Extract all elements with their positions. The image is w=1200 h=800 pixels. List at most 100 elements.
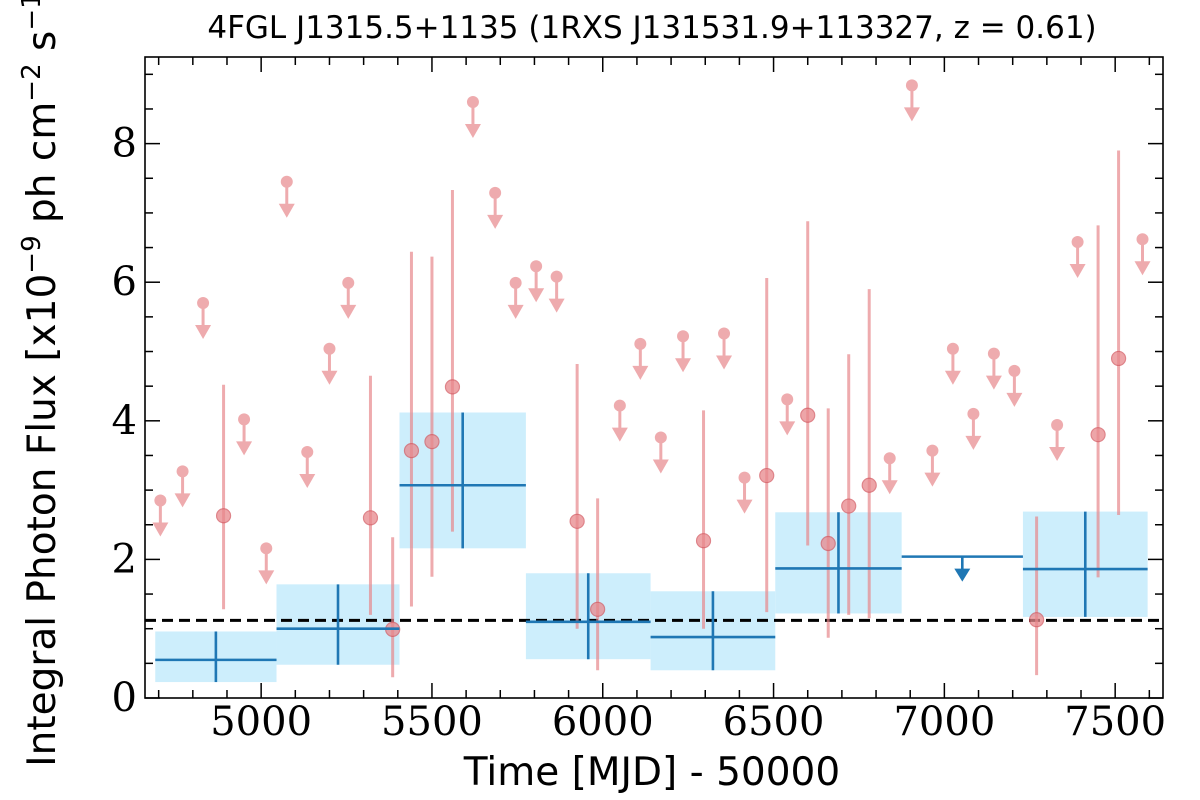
short-bin-marker (569, 513, 585, 529)
short-bin-marker (759, 467, 775, 484)
short-bin-point (820, 408, 836, 638)
upper-limit-marker (238, 413, 251, 426)
upper-limit-marker (489, 186, 502, 199)
short-bin-marker (444, 379, 461, 395)
upper-limit-marker (260, 542, 273, 555)
upper-limit-arrowhead (487, 214, 504, 229)
short-bin-upper-limit (258, 542, 275, 585)
short-bin-marker (1110, 350, 1127, 367)
upper-limit-marker (1136, 233, 1149, 246)
short-bin-marker (590, 601, 606, 617)
upper-limit-marker (154, 494, 167, 507)
upper-limit-marker (301, 445, 314, 458)
upper-limit-arrowhead (548, 298, 565, 313)
short-bin-point (444, 190, 461, 532)
upper-limit-arrowhead (736, 499, 753, 514)
upper-limit-arrowhead (507, 304, 524, 319)
upper-limit-arrowhead (632, 365, 649, 380)
short-bin-point (403, 251, 420, 607)
upper-limit-marker (1071, 236, 1084, 249)
y-axis-label: Integral Photon Flux [x10−9 ph cm−2 s−1] (17, 0, 65, 767)
short-bin-marker (800, 407, 816, 423)
long-bin-point (399, 412, 526, 549)
x-tick-label: 7000 (893, 699, 995, 745)
upper-limit-marker (530, 260, 543, 273)
y-tick-label: 4 (112, 398, 137, 444)
short-bin-upper-limit (487, 186, 504, 229)
long-bin-point (525, 573, 651, 660)
short-bin-upper-limit (985, 347, 1002, 390)
short-bin-marker (820, 535, 836, 552)
plot-frame (144, 56, 1164, 699)
short-bin-upper-limit (675, 330, 692, 373)
upper-limit-arrowhead (464, 124, 481, 139)
upper-limit-marker (967, 407, 980, 420)
upper-limit-arrowhead (321, 370, 338, 385)
short-bin-upper-limit (1006, 364, 1023, 407)
axes (144, 56, 1164, 699)
long-bin-series (155, 412, 1148, 683)
short-bin-upper-limit (548, 270, 565, 313)
upper-limit-marker (946, 342, 959, 355)
chart-title: 4FGL J1315.5+1135 (1RXS J131531.9+113327… (207, 10, 1096, 46)
short-bin-point (861, 289, 877, 619)
x-tick-label: 7500 (1064, 699, 1166, 745)
short-bin-marker (695, 533, 712, 549)
long-bin-upper-limit (901, 555, 1023, 582)
short-bin-marker (1029, 612, 1045, 628)
upper-limit-arrowhead (779, 421, 796, 436)
upper-limit-arrowhead (1134, 261, 1151, 276)
x-tick-label: 5500 (381, 699, 483, 745)
short-bin-upper-limit (1069, 236, 1086, 279)
upper-limit-marker (509, 276, 522, 289)
short-bin-point (695, 410, 712, 629)
upper-limit-arrowhead (258, 570, 275, 585)
upper-limit-marker (280, 175, 293, 188)
short-bin-upper-limit (528, 260, 545, 303)
upper-limit-arrowhead (924, 472, 941, 487)
upper-limit-arrowhead (675, 358, 692, 373)
short-bin-point (759, 278, 775, 613)
upper-limit-marker (466, 96, 479, 109)
x-tick-label: 5000 (210, 699, 312, 745)
short-bin-upper-limit (299, 445, 316, 488)
short-bin-point (800, 221, 816, 546)
short-bin-upper-limit (881, 452, 898, 495)
long-bin-point (775, 512, 902, 614)
short-bin-point (841, 354, 857, 615)
short-bin-point (215, 384, 232, 610)
upper-limit-arrowhead (528, 288, 545, 303)
short-bin-upper-limit (944, 342, 961, 385)
upper-limit-marker (987, 347, 1000, 360)
short-bin-upper-limit (1049, 418, 1066, 461)
upper-limit-marker (1051, 418, 1064, 431)
short-bin-upper-limit (464, 96, 481, 139)
upper-limit-marker (677, 330, 690, 343)
tick-labels: 5000 5500 6000 6500 7000 7500 0 2 4 6 8 (112, 121, 1167, 745)
upper-limit-marker (342, 276, 355, 289)
short-bin-upper-limit (903, 79, 920, 122)
upper-limit-marker (176, 465, 189, 478)
short-bin-upper-limit (736, 471, 753, 514)
upper-limit-marker (905, 79, 918, 92)
upper-limit-arrowhead (174, 493, 191, 508)
short-bin-point (1110, 150, 1127, 516)
upper-limit-marker (654, 431, 667, 444)
y-tick-label: 8 (112, 121, 137, 167)
short-bin-marker (424, 434, 440, 450)
upper-limit-arrowhead (236, 441, 253, 456)
short-bin-point (590, 498, 606, 671)
short-bin-upper-limit (340, 276, 357, 319)
upper-limit-marker (197, 297, 210, 310)
short-bin-upper-limit (321, 342, 338, 385)
short-bin-point (1029, 516, 1045, 676)
upper-limit-marker (781, 393, 794, 406)
upper-limit-marker (1008, 364, 1021, 377)
upper-limit-marker (613, 399, 626, 412)
upper-limit-arrowhead (299, 473, 316, 488)
short-bin-upper-limit (965, 407, 982, 450)
short-bin-marker (861, 477, 877, 493)
upper-limit-marker (926, 444, 939, 457)
short-bin-point (362, 375, 379, 615)
